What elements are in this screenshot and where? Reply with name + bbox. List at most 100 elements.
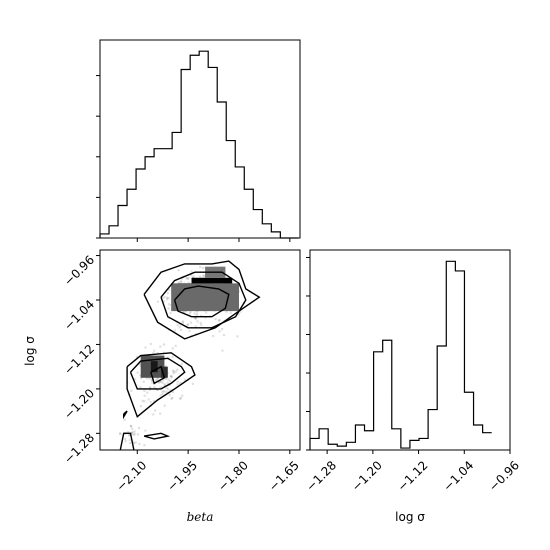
scatter-point — [149, 342, 152, 346]
x-tick-label: −1.65 — [266, 458, 302, 494]
scatter-point — [179, 396, 183, 400]
y-axis-label-log-sigma: log σ — [23, 336, 37, 366]
scatter-point — [196, 320, 199, 323]
scatter-point — [164, 365, 167, 368]
scatter-point — [203, 274, 206, 278]
scatter-point — [143, 389, 146, 392]
scatter-point — [138, 442, 141, 446]
scatter-point — [146, 391, 149, 394]
scatter-point — [167, 316, 170, 320]
scatter-point — [222, 333, 226, 337]
scatter-point — [131, 427, 134, 430]
contour-line — [150, 365, 166, 385]
contour-line — [129, 357, 186, 390]
scatter-point — [138, 426, 141, 430]
scatter-point — [200, 314, 203, 318]
scatter-point — [182, 310, 185, 313]
scatter-point — [138, 363, 142, 366]
scatter-point — [156, 377, 159, 381]
scatter-point — [185, 277, 188, 280]
scatter-point — [186, 277, 189, 280]
scatter-point — [139, 374, 142, 377]
scatter-point — [158, 380, 162, 383]
log-sigma-histogram-panel: −1.28 −1.20 −1.12 −1.04 −0.96 log σ — [303, 249, 522, 524]
scatter-point — [170, 397, 173, 400]
scatter-point — [140, 377, 143, 380]
scatter-point — [166, 388, 170, 391]
scatter-point — [187, 323, 190, 326]
scatter-point — [190, 273, 193, 276]
scatter-point — [171, 396, 174, 400]
scatter-point — [237, 313, 240, 316]
scatter-point — [133, 430, 136, 433]
scatter-point — [169, 388, 172, 392]
scatter-point — [167, 378, 170, 381]
scatter-point — [151, 378, 154, 382]
scatter-point — [149, 400, 152, 404]
y-tick-label: −1.12 — [61, 342, 97, 378]
scatter-point — [189, 321, 193, 324]
scatter-point — [171, 355, 174, 358]
scatter-point — [143, 444, 146, 447]
scatter-point — [142, 380, 145, 383]
scatter-point — [130, 389, 133, 392]
scatter-point — [229, 311, 232, 314]
scatter-point — [171, 347, 174, 350]
scatter-point — [237, 290, 241, 293]
x-tick-label: −1.04 — [440, 458, 476, 494]
scatter-point — [152, 400, 156, 403]
scatter-point — [174, 370, 177, 373]
log-sigma-histogram-frame — [309, 249, 511, 451]
scatter-point — [159, 345, 162, 348]
x-tick-label: −0.96 — [486, 458, 522, 494]
scatter-point — [192, 275, 195, 278]
scatter-point — [161, 378, 165, 382]
scatter-point — [156, 388, 159, 391]
scatter-point — [214, 317, 217, 321]
scatter-point — [155, 379, 158, 382]
scatter-point — [124, 437, 127, 441]
contour-line — [119, 432, 135, 450]
scatter-point — [145, 377, 148, 380]
scatter-point — [181, 320, 184, 323]
scatter-point — [166, 291, 169, 295]
scatter-point — [133, 378, 136, 381]
beta-histogram-ticks — [96, 75, 291, 242]
scatter-point — [180, 362, 184, 366]
scatter-point — [119, 432, 122, 436]
scatter-point — [166, 296, 169, 299]
scatter-point — [167, 303, 171, 306]
x-axis-label-beta: beta — [187, 510, 214, 524]
scatter-point — [179, 281, 182, 284]
scatter-point — [198, 275, 202, 278]
scatter-point — [136, 371, 139, 374]
scatter-point — [128, 434, 131, 437]
scatter-point — [183, 311, 186, 314]
scatter-point — [161, 381, 164, 384]
scatter-point — [188, 329, 191, 333]
joint-density-panel: −2.10 −1.95 −1.80 −1.65 −0.96 −1.04 −1.12 −1.2… — [23, 249, 302, 524]
scatter-point — [151, 379, 154, 382]
scatter-point — [186, 323, 189, 327]
x-tick-label: −1.12 — [395, 458, 431, 494]
scatter-point — [133, 433, 136, 436]
scatter-point — [128, 438, 131, 441]
scatter-point — [147, 398, 150, 401]
scatter-point — [131, 430, 134, 434]
scatter-point — [184, 310, 187, 313]
x-tick-label: −1.20 — [349, 458, 385, 494]
scatter-point — [169, 312, 172, 315]
scatter-point — [127, 430, 130, 434]
scatter-point — [153, 409, 157, 412]
x-axis-label-log-sigma: log σ — [395, 510, 425, 524]
scatter-point — [166, 381, 169, 384]
scatter-point — [177, 269, 180, 272]
density-cell — [161, 366, 168, 378]
scatter-point — [148, 388, 152, 391]
x-tick-label: −2.10 — [113, 458, 149, 494]
scatter-point — [163, 404, 166, 407]
scatter-point — [178, 397, 182, 400]
scatter-point — [134, 441, 137, 444]
scatter-point — [176, 383, 179, 386]
